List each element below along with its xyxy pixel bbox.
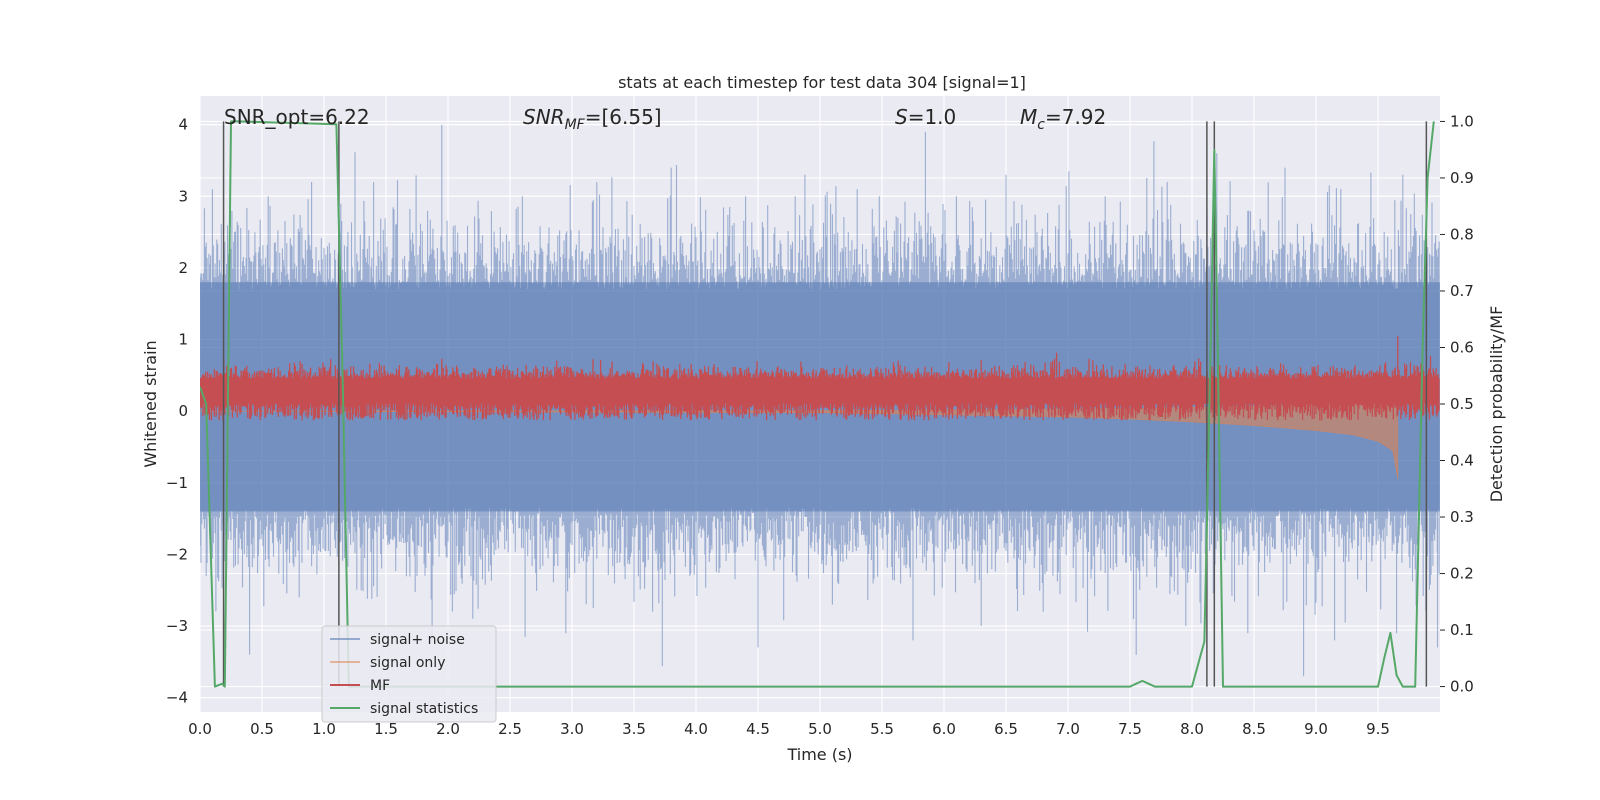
x-axis-ticks: 0.0 0.5 1.0 1.5 2.0 2.5 3.0 3.5 4.0 4.5 5.0 5.5 6.0 6… — [188, 720, 1390, 738]
y-right-tick-label: 0.8 — [1450, 225, 1474, 243]
x-axis-label: Time (s) — [786, 745, 852, 764]
y-left-tick-label: −3 — [166, 617, 188, 635]
y-right-tick-label: 0.2 — [1450, 565, 1474, 583]
x-tick-label: 7.5 — [1118, 720, 1142, 738]
annotation-snr-mf: SNRMF=[6.55] — [523, 105, 662, 133]
x-tick-label: 3.5 — [622, 720, 646, 738]
y-left-tick-label: −2 — [166, 545, 188, 563]
y-right-axis-label: Detection probability/MF — [1487, 306, 1506, 503]
x-tick-label: 8.5 — [1242, 720, 1266, 738]
legend-label-mf: MF — [370, 678, 390, 694]
y-right-axis-ticks: 1.0 0.9 0.8 0.7 0.6 0.5 0.4 0.3 0.2 0.1 0.0 — [1440, 112, 1474, 696]
y-right-tick-label: 0.5 — [1450, 395, 1474, 413]
y-left-axis-ticks: 4 3 2 1 0 −1 −2 −3 −4 — [166, 116, 188, 707]
y-left-tick-label: 1 — [178, 331, 188, 349]
y-left-tick-label: 0 — [178, 402, 188, 420]
x-tick-label: 0.0 — [188, 720, 212, 738]
x-tick-label: 4.0 — [684, 720, 708, 738]
legend-label-signal-plus-noise: signal+ noise — [370, 632, 465, 648]
y-left-tick-label: 2 — [178, 259, 188, 277]
legend-label-signal-only: signal only — [370, 655, 445, 671]
x-tick-label: 8.0 — [1180, 720, 1204, 738]
y-right-tick-label: 0.1 — [1450, 621, 1474, 639]
x-tick-label: 2.0 — [436, 720, 460, 738]
x-tick-label: 5.5 — [870, 720, 894, 738]
annotation-s: S=1.0 — [895, 105, 956, 129]
x-tick-label: 7.0 — [1056, 720, 1080, 738]
y-right-tick-label: 0.6 — [1450, 338, 1474, 356]
x-tick-label: 9.0 — [1304, 720, 1328, 738]
x-tick-label: 9.5 — [1366, 720, 1390, 738]
x-tick-label: 5.0 — [808, 720, 832, 738]
y-right-tick-label: 0.7 — [1450, 282, 1474, 300]
annotation-mc: Mc=7.92 — [1020, 105, 1106, 133]
x-tick-label: 0.5 — [250, 720, 274, 738]
x-tick-label: 6.0 — [932, 720, 956, 738]
annotation-snr-opt: SNR_opt=6.22 — [224, 105, 370, 129]
y-right-tick-label: 0.4 — [1450, 452, 1474, 470]
y-left-axis-label: Whitened strain — [141, 340, 160, 467]
x-tick-label: 4.5 — [746, 720, 770, 738]
x-tick-label: 1.0 — [312, 720, 336, 738]
y-left-tick-label: −1 — [166, 474, 188, 492]
legend-label-signal-statistics: signal statistics — [370, 701, 478, 717]
chart-title: stats at each timestep for test data 304… — [618, 73, 1026, 92]
legend-box — [321, 625, 497, 723]
signal-statistics-trace — [200, 120, 1435, 688]
y-right-tick-label: 0.3 — [1450, 508, 1474, 526]
series-signal-statistics — [200, 120, 1435, 688]
x-tick-label: 1.5 — [374, 720, 398, 738]
y-left-tick-label: −4 — [166, 689, 188, 707]
y-right-tick-label: 0.9 — [1450, 169, 1474, 187]
series-mf — [200, 336, 1440, 421]
x-tick-label: 3.0 — [560, 720, 584, 738]
y-right-tick-label: 0.0 — [1450, 678, 1474, 696]
y-right-tick-label: 1.0 — [1450, 112, 1474, 130]
legend: signal+ noise signal only MF signal stat… — [321, 625, 497, 723]
y-left-tick-label: 4 — [178, 116, 188, 134]
mf-trace — [200, 336, 1440, 421]
y-left-tick-label: 3 — [178, 187, 188, 205]
x-tick-label: 6.5 — [994, 720, 1018, 738]
x-tick-label: 2.5 — [498, 720, 522, 738]
